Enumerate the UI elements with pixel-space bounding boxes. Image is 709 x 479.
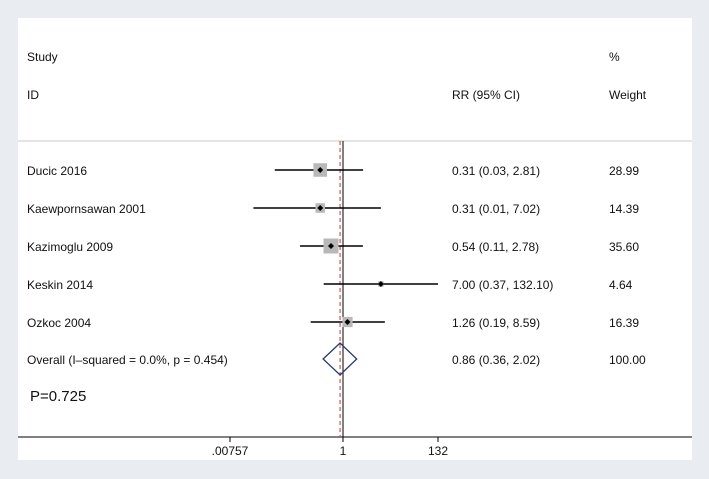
point-estimate-marker [344,319,351,325]
study-weight: 14.39 [609,202,639,216]
header-percent: % [609,50,620,64]
overall-weight: 100.00 [609,353,646,367]
study-ci-text: 0.31 (0.01, 7.02) [452,202,540,216]
forest-plot: Study ID RR (95% CI) % Weight Ducic 2016… [18,50,692,458]
study-label: Kaewpornsawan 2001 [27,202,146,216]
overall-label: Overall (I–squared = 0.0%, p = 0.454) [27,353,228,367]
study-weight: 4.64 [609,278,633,292]
study-ci-text: 0.54 (0.11, 2.78) [452,240,539,254]
x-tick-label: .00757 [212,444,249,458]
point-estimate-marker [317,167,324,173]
x-tick-label: 1 [340,444,347,458]
header-effect: RR (95% CI) [452,88,520,102]
study-label: Ozkoc 2004 [27,316,91,330]
point-estimate-marker [328,243,335,249]
study-weight: 28.99 [609,164,639,178]
x-tick-label: 132 [428,444,448,458]
plot-marks [229,141,439,442]
study-ci-text: 0.31 (0.03, 2.81) [452,164,540,178]
study-weight: 16.39 [609,316,639,330]
study-label: Keskin 2014 [27,278,93,292]
header-study: Study [27,50,58,64]
study-label: Kazimoglu 2009 [27,240,113,254]
header-weight: Weight [609,88,647,102]
point-estimate-marker [377,281,384,287]
forest-plot-panel: Study ID RR (95% CI) % Weight Ducic 2016… [18,18,692,460]
study-weight: 35.60 [609,240,639,254]
study-ci-text: 1.26 (0.19, 8.59) [452,316,540,330]
p-value-annotation: P=0.725 [30,388,86,405]
point-estimate-marker [317,205,324,211]
study-label: Ducic 2016 [27,164,87,178]
overall-ci-text: 0.86 (0.36, 2.02) [452,353,540,367]
study-ci-text: 7.00 (0.37, 132.10) [452,278,553,292]
header-id: ID [27,88,39,102]
overall-diamond [322,342,358,376]
